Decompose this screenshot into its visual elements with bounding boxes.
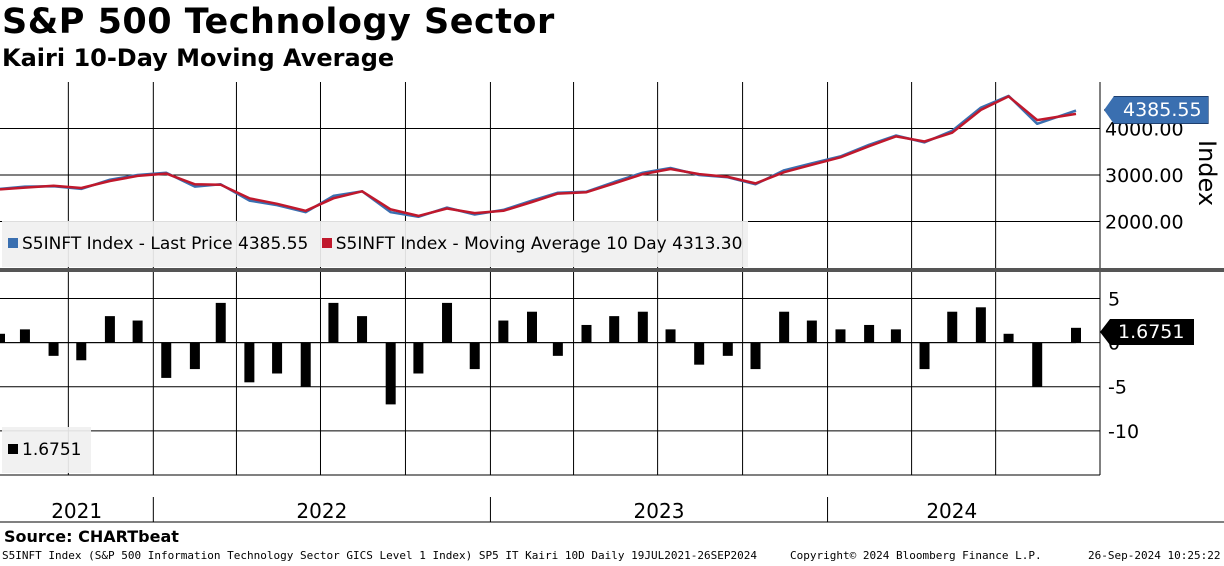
kairi-bar xyxy=(919,342,930,370)
y-tick-label: 3000.00 xyxy=(1105,165,1184,187)
kairi-bar xyxy=(19,329,30,343)
x-tick-label-year: 2024 xyxy=(926,499,977,523)
y-tick-label: 2000.00 xyxy=(1105,212,1184,234)
price-callout: 4385.55 xyxy=(1104,96,1209,124)
kairi-bar xyxy=(300,342,311,387)
kairi-bar xyxy=(779,311,790,343)
kairi-bar xyxy=(750,342,761,370)
y-axis-label: Index xyxy=(1193,140,1221,206)
kairi-bar xyxy=(385,342,396,405)
kairi-bar xyxy=(413,342,424,374)
x-tick-label-year: 2021 xyxy=(51,499,102,523)
kairi-bar xyxy=(722,342,733,356)
legend-label-last-price: S5INFT Index - Last Price 4385.55 xyxy=(22,234,309,254)
y-tick-label: 4000.00 xyxy=(1105,119,1184,141)
legend-swatch-kairi xyxy=(8,444,18,454)
last-price-line xyxy=(0,94,1077,219)
footer-timestamp: 26-Sep-2024 10:25:22 xyxy=(1088,549,1221,562)
kairi-bar xyxy=(189,342,200,370)
price-legend: S5INFT Index - Last Price 4385.55 S5INFT… xyxy=(2,221,749,267)
kairi-bar xyxy=(1071,327,1081,343)
kairi-bar xyxy=(328,302,339,343)
chart-subtitle: Kairi 10-Day Moving Average xyxy=(2,44,395,72)
legend-label-kairi: 1.6751 xyxy=(22,440,82,460)
kairi-bar xyxy=(665,329,676,343)
kairi-bar xyxy=(526,311,537,343)
kairi-bar xyxy=(215,302,226,343)
kairi-bar xyxy=(76,342,87,361)
kairi-bar xyxy=(609,316,620,343)
kairi-bar xyxy=(637,311,648,343)
x-tick-label-year: 2023 xyxy=(634,499,685,523)
kairi-bar xyxy=(694,342,705,365)
kairi-bar xyxy=(947,311,958,343)
kairi-bar xyxy=(581,324,592,343)
footer-copyright: Copyright© 2024 Bloomberg Finance L.P. xyxy=(790,549,1042,562)
y-tick-label: -10 xyxy=(1108,421,1139,443)
legend-item-moving-average: S5INFT Index - Moving Average 10 Day 431… xyxy=(321,234,743,254)
kairi-bar xyxy=(48,342,59,356)
kairi-bar xyxy=(835,329,846,343)
kairi-bar xyxy=(1032,342,1043,387)
source-note: Source: CHARTbeat xyxy=(4,527,179,546)
kairi-bar xyxy=(104,316,115,343)
kairi-bar xyxy=(975,307,986,343)
kairi-bar xyxy=(498,320,509,343)
kairi-bar xyxy=(552,342,563,356)
y-tick-label: -5 xyxy=(1108,377,1127,399)
kairi-bar xyxy=(132,320,143,343)
legend-swatch-last-price xyxy=(8,238,18,248)
kairi-bar xyxy=(161,342,172,378)
kairi-bar xyxy=(357,316,368,343)
kairi-bar xyxy=(864,324,875,343)
kairi-bar xyxy=(0,333,5,343)
kairi-bar xyxy=(244,342,255,383)
moving-average-line xyxy=(0,95,1077,218)
kairi-bar xyxy=(469,342,480,370)
legend-label-moving-average: S5INFT Index - Moving Average 10 Day 431… xyxy=(335,234,743,254)
panel-divider xyxy=(0,268,1224,272)
kairi-bar xyxy=(442,302,453,343)
kairi-callout: 1.6751 xyxy=(1100,319,1195,345)
x-tick-label-year: 2022 xyxy=(296,499,347,523)
legend-item-last-price: S5INFT Index - Last Price 4385.55 xyxy=(8,234,314,254)
footer-description: S5INFT Index (S&P 500 Information Techno… xyxy=(2,549,757,562)
kairi-bar xyxy=(890,329,901,343)
chart-title: S&P 500 Technology Sector xyxy=(2,2,555,42)
kairi-bar xyxy=(272,342,283,374)
kairi-bar xyxy=(1003,333,1014,343)
kairi-bar xyxy=(806,320,817,343)
kairi-legend: 1.6751 xyxy=(2,427,92,473)
legend-swatch-moving-average xyxy=(321,238,332,248)
y-tick-label: 5 xyxy=(1108,288,1120,310)
